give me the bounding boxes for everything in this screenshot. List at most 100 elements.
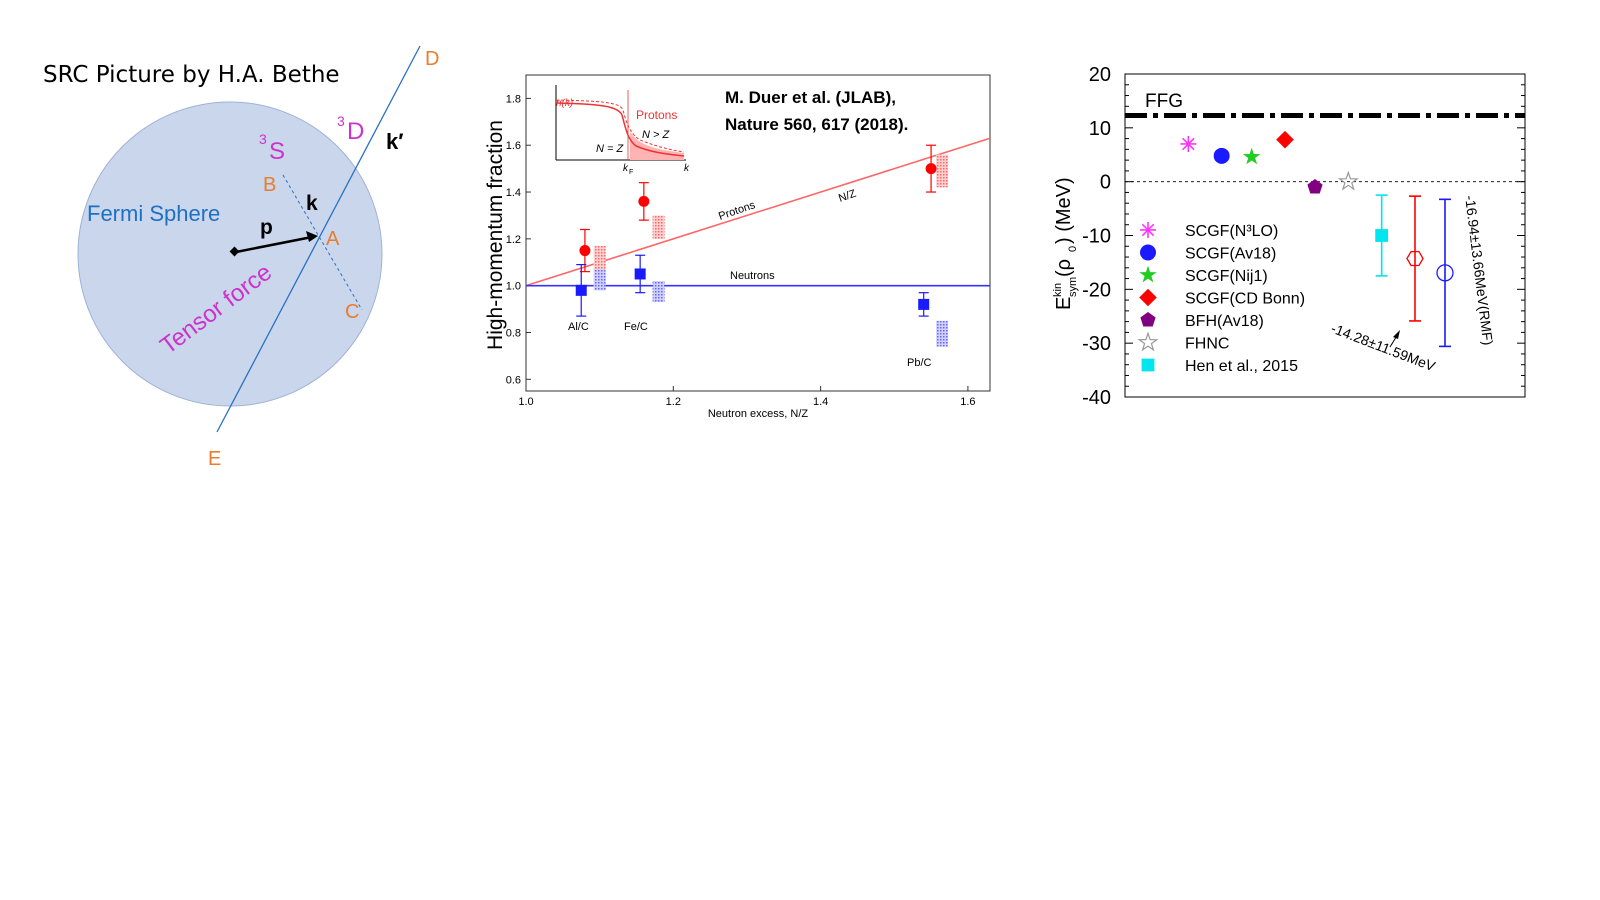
d-state-label: D <box>347 118 364 145</box>
neutrons-systematic-band <box>936 320 949 347</box>
protons-systematic-band <box>652 215 665 239</box>
proton-point <box>579 245 591 257</box>
protons-systematic-band <box>936 154 949 188</box>
inset-ngz-label: N > Z <box>642 129 670 141</box>
p-arrow-head <box>306 231 318 242</box>
data-point-star <box>1242 147 1261 165</box>
fermi-sphere-label: Fermi Sphere <box>87 201 220 226</box>
proton-point <box>925 163 937 175</box>
y-tick-label: 1.2 <box>506 234 521 246</box>
neutrons-systematic-band <box>593 269 606 291</box>
point-E: E <box>208 448 221 470</box>
y-tick-label: 0.6 <box>506 374 521 386</box>
legend-label: Hen et al., 2015 <box>1185 358 1298 375</box>
y-tick-label: 1.4 <box>506 187 521 199</box>
y-tick-label: 1.6 <box>506 140 521 152</box>
x-tick-label: 1.0 <box>518 396 533 408</box>
legend-label: SCGF(Av18) <box>1185 246 1276 263</box>
neutron-point <box>634 268 646 280</box>
x-tick-label: 1.6 <box>960 396 975 408</box>
y-tick-label: -30 <box>1082 333 1111 355</box>
y-axis-label: E kin sym (ρ 0 ) (MeV) <box>1052 177 1079 310</box>
inset-curve-nz <box>555 102 685 157</box>
nucleus-label-al: Al/C <box>568 321 589 333</box>
point-C: C <box>345 301 359 323</box>
neutron-point <box>575 284 587 296</box>
y-label-sup: kin <box>1052 283 1064 297</box>
data-point-open-star <box>1337 170 1359 191</box>
neutrons-line-label: Neutrons <box>730 270 775 282</box>
duer-chart-panel: 1.0 1.2 1.4 1.6 0.6 0.8 1.0 1.2 1.4 1.6 1.8 High-m… <box>460 60 1040 440</box>
y-label-sub: sym <box>1067 277 1079 297</box>
reference-lines <box>1125 112 1525 183</box>
legend-marker-diamond <box>1139 288 1157 307</box>
x-tick-label: 1.4 <box>813 396 828 408</box>
data-points <box>1180 130 1454 348</box>
annotation-blue-value: -16.94±13.66MeV(RMF) <box>1462 194 1496 346</box>
y-tick-label: -20 <box>1082 279 1111 301</box>
legend-marker-circle <box>1140 244 1156 261</box>
x-tick-label: 1.2 <box>666 396 681 408</box>
y-label-units: ) (MeV) <box>1053 177 1075 244</box>
esym-chart-panel: 20 10 0 -10 -20 -30 -40 SCGF(N³LO) SCGF(Av18) SC… <box>1040 50 1600 420</box>
y-tick-label: 1.8 <box>506 93 521 105</box>
src-diagram-panel: SRC Picture by H.A. Bethe Fermi Sphere T… <box>0 0 460 500</box>
legend-label: BFH(Av18) <box>1185 313 1264 330</box>
y-tick-label: 20 <box>1089 64 1111 86</box>
ffg-label: FFG <box>1145 91 1183 112</box>
momentum-distribution-inset: n(k) Protons N > Z N = Z k F k <box>555 85 690 176</box>
proton-point <box>638 195 650 207</box>
inset-protons-label: Protons <box>636 108 677 122</box>
systematic-bands <box>593 154 949 347</box>
line-DE <box>216 45 421 433</box>
data-point-open-hexagon <box>1406 250 1424 267</box>
y-label-rho-sub: 0 <box>1067 246 1079 252</box>
data-point-open-circle <box>1436 264 1454 282</box>
citation-line-1: M. Duer et al. (JLAB), <box>725 88 896 107</box>
legend-marker-star <box>1139 265 1157 283</box>
y-tick-label: -10 <box>1082 226 1111 248</box>
legend-label: FHNC <box>1185 336 1229 353</box>
y-tick-label: 1.0 <box>506 281 521 293</box>
neutron-point <box>918 298 930 310</box>
y-tick-label: -40 <box>1082 387 1111 409</box>
y-tick-label: 10 <box>1089 118 1111 140</box>
p-vector <box>235 235 313 254</box>
d-state-sup: 3 <box>337 113 345 129</box>
neutrons-systematic-band <box>652 280 665 303</box>
y-axis-label: High-momentum fraction <box>484 120 507 350</box>
citation-line-2: Nature 560, 617 (2018). <box>725 115 908 134</box>
p-label: p <box>260 216 273 239</box>
annotation-arrow-head <box>1393 330 1400 339</box>
s-state-sup: 3 <box>259 131 267 147</box>
inset-kf-label: k <box>623 163 629 174</box>
axis-ticks: 20 10 0 -10 -20 -30 -40 <box>1082 64 1525 409</box>
legend: SCGF(N³LO) SCGF(Av18) SCGF(Nij1) SCGF(CD Bo… <box>1137 222 1305 375</box>
y-label-e: E <box>1053 297 1075 310</box>
plot-frame <box>525 74 991 392</box>
y-tick-label: 0 <box>1100 172 1111 194</box>
point-A: A <box>326 228 340 250</box>
s-state-label: S <box>269 138 285 165</box>
legend-label: SCGF(CD Bonn) <box>1185 291 1305 308</box>
data-points <box>575 144 937 317</box>
inset-kf-subscript: F <box>629 169 633 176</box>
duer-chart: 1.0 1.2 1.4 1.6 0.6 0.8 1.0 1.2 1.4 1.6 1.8 High-m… <box>484 74 991 420</box>
legend-marker-asterisk <box>1140 222 1156 238</box>
p-origin-marker <box>229 246 240 257</box>
data-point-pentagon <box>1307 179 1323 194</box>
data-point-square <box>1375 229 1389 242</box>
data-point-asterisk <box>1180 135 1197 152</box>
y-label-rho: (ρ <box>1053 259 1075 277</box>
point-D: D <box>425 48 439 70</box>
axis-ticks: 1.0 1.2 1.4 1.6 0.6 0.8 1.0 1.2 1.4 1.6 1.8 <box>506 93 976 408</box>
annotation-red-value: -14.28±11.59MeV <box>1329 320 1438 375</box>
nucleus-label-fe: Fe/C <box>624 321 648 333</box>
nz-line-label: N/Z <box>837 188 858 205</box>
k-prime-label: k′ <box>386 129 404 154</box>
legend-marker-pentagon <box>1140 312 1156 327</box>
inset-shaded-tail <box>630 132 684 160</box>
line-BC <box>282 174 363 311</box>
x-axis-label: Neutron excess, N/Z <box>708 408 809 420</box>
fermi-sphere <box>77 101 383 407</box>
